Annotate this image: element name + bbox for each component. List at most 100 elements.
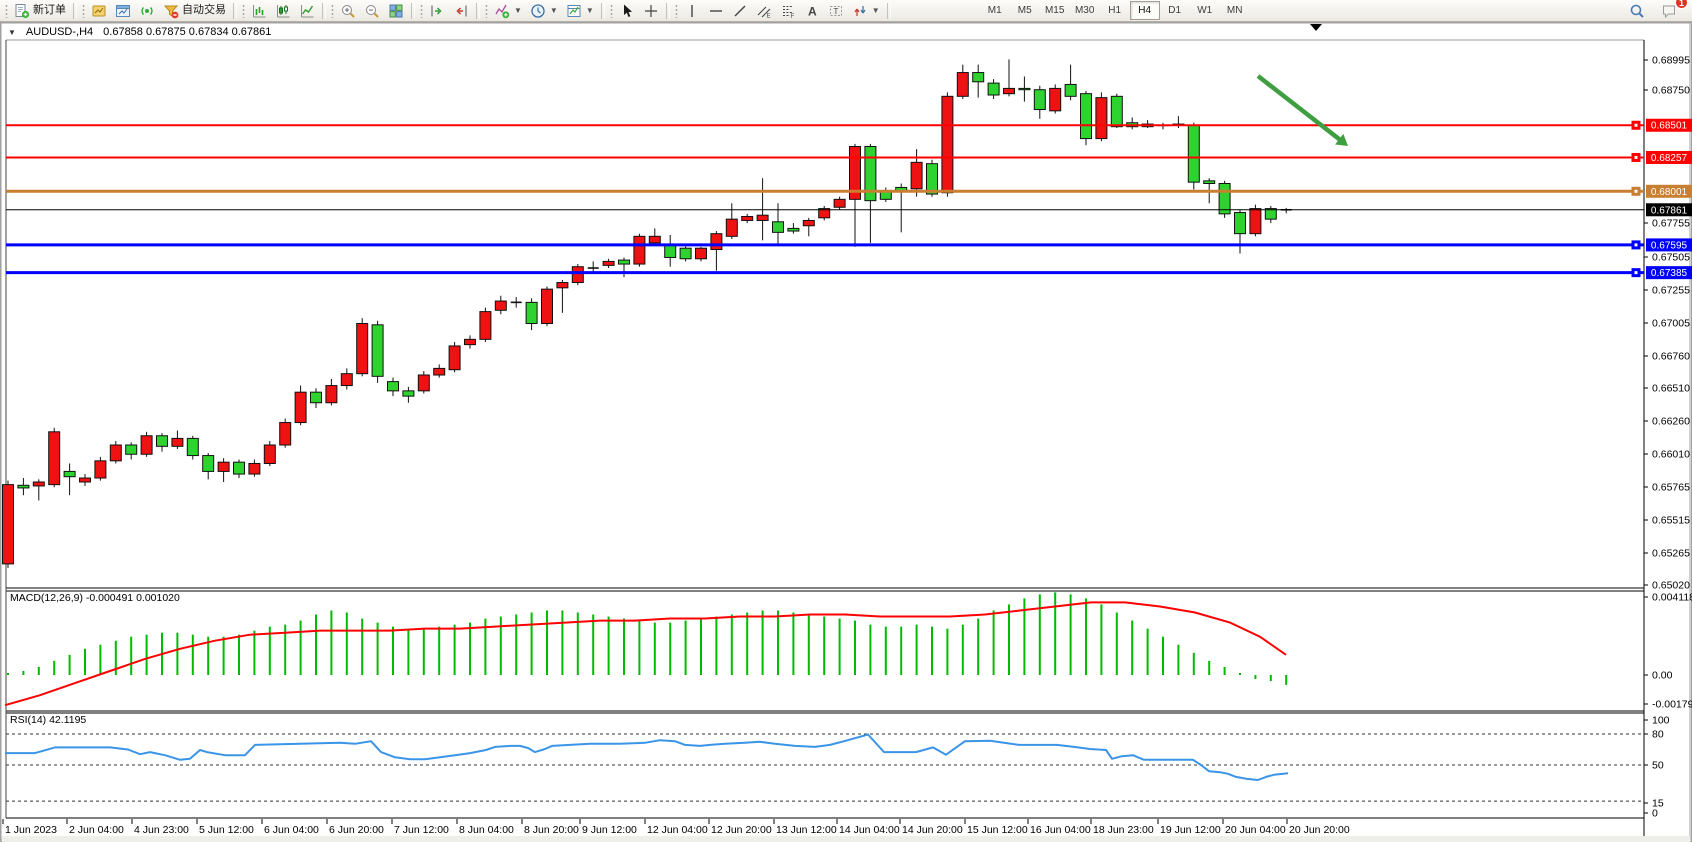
timeframe-d1[interactable]: D1 bbox=[1168, 5, 1182, 16]
price-tag-label: 0.68257 bbox=[1651, 153, 1688, 164]
candle-down bbox=[787, 227, 800, 232]
periods-button[interactable]: ▼ bbox=[526, 0, 562, 21]
price-axis-label: 0.65265 bbox=[1652, 548, 1690, 560]
candlesticks-layer[interactable] bbox=[2, 59, 1292, 568]
time-axis-label: 15 Jun 12:00 bbox=[967, 824, 1028, 836]
label-button[interactable]: T bbox=[824, 0, 848, 21]
zoom-in-button[interactable] bbox=[336, 0, 360, 21]
rsi-axis-label: 0 bbox=[1652, 808, 1658, 820]
bar-chart-button[interactable] bbox=[247, 0, 271, 21]
price-axis-label: 0.67755 bbox=[1652, 218, 1690, 230]
candle-up bbox=[849, 146, 861, 200]
price-axis-label: 0.65515 bbox=[1652, 515, 1690, 527]
price-axis-label: 0.66760 bbox=[1652, 351, 1690, 363]
timeframe-m5[interactable]: M5 bbox=[1017, 5, 1032, 16]
cursor-button[interactable] bbox=[615, 0, 639, 21]
candle-up bbox=[171, 437, 184, 447]
candle-up bbox=[79, 477, 91, 483]
candle-down bbox=[1264, 208, 1277, 220]
horizontal-level-lines[interactable] bbox=[6, 120, 1644, 278]
time-axis-label: 8 Jun 20:00 bbox=[524, 824, 579, 836]
price-tag bbox=[1646, 203, 1692, 217]
timeframe-m15[interactable]: M15 bbox=[1044, 5, 1065, 16]
time-axis-label: 18 Jun 23:00 bbox=[1093, 824, 1154, 836]
price-tag bbox=[1646, 238, 1692, 252]
candle-up bbox=[602, 260, 615, 266]
templates-button[interactable]: ▼ bbox=[562, 0, 598, 21]
trendline-button[interactable] bbox=[728, 0, 752, 21]
chevron-down-icon[interactable]: ▼ bbox=[585, 6, 594, 15]
candle-up bbox=[941, 95, 954, 194]
zoom-out-button[interactable] bbox=[360, 0, 384, 21]
notifications-button[interactable]: 1 bbox=[1657, 0, 1688, 21]
candle-up bbox=[541, 288, 553, 324]
candle-up bbox=[140, 435, 153, 455]
candle-down bbox=[972, 72, 985, 83]
candle-up bbox=[956, 72, 969, 97]
time-axis[interactable]: 1 Jun 2023 2 Jun 04:00 4 Jun 23:00 5 Jun 12… bbox=[2, 819, 1350, 836]
new-order-button[interactable]: 新订单 bbox=[10, 0, 70, 21]
toolbar-separator bbox=[411, 2, 415, 19]
candle-down bbox=[1080, 93, 1092, 140]
candle-up bbox=[48, 431, 61, 486]
time-axis-label: 13 Jun 12:00 bbox=[776, 824, 837, 836]
candle-up bbox=[756, 214, 769, 221]
candle-down bbox=[1218, 182, 1231, 215]
macd-pane: 0.004118 0.00 -0.001793 bbox=[4, 592, 1692, 711]
chevron-down-icon[interactable]: ▼ bbox=[549, 6, 558, 15]
autotrading-button[interactable]: 自动交易 bbox=[159, 0, 230, 21]
timeframe-h1[interactable]: H1 bbox=[1108, 5, 1122, 16]
chevron-down-icon[interactable]: ▼ bbox=[514, 6, 522, 15]
vline-button[interactable] bbox=[680, 0, 704, 21]
indicators-button[interactable]: ▼ bbox=[490, 0, 526, 21]
macd-signal-line bbox=[4, 601, 1287, 707]
auto-scroll-button[interactable] bbox=[425, 0, 449, 21]
toolbar-grip bbox=[485, 3, 488, 18]
timeframe-m1[interactable]: M1 bbox=[987, 5, 1002, 16]
candlestick-button[interactable] bbox=[271, 0, 295, 21]
fibonacci-button[interactable]: F bbox=[776, 0, 800, 21]
data-window-icon bbox=[116, 4, 130, 17]
timeframe-h4[interactable]: H4 bbox=[1129, 1, 1160, 20]
timeframe-w1[interactable]: W1 bbox=[1197, 5, 1213, 16]
search-button[interactable] bbox=[1625, 0, 1649, 21]
period-icon bbox=[531, 3, 545, 18]
svg-text:F: F bbox=[790, 14, 794, 19]
market-watch-button[interactable] bbox=[87, 0, 111, 21]
tile-windows-button[interactable] bbox=[384, 0, 408, 21]
rsi-pane: 100 80 50 150 bbox=[5, 715, 1670, 820]
price-tag bbox=[1646, 150, 1692, 164]
channel-button[interactable]: E bbox=[752, 0, 776, 21]
annotations[interactable] bbox=[1256, 24, 1348, 146]
candle-up bbox=[109, 444, 122, 462]
shapes-button[interactable]: ▼ bbox=[848, 0, 884, 21]
candle-up bbox=[433, 367, 446, 376]
time-axis-label: 1 Jun 2023 bbox=[5, 824, 57, 836]
text-button[interactable]: A bbox=[800, 0, 824, 21]
crosshair-button[interactable] bbox=[639, 0, 663, 21]
candle-up bbox=[325, 385, 338, 404]
timeframe-m30[interactable]: M30 bbox=[1074, 5, 1095, 16]
chart-shift-marker[interactable] bbox=[1310, 24, 1322, 31]
signals-button[interactable] bbox=[135, 0, 159, 21]
data-window-button[interactable] bbox=[111, 0, 135, 21]
candle-down bbox=[1064, 83, 1077, 97]
candle-up bbox=[741, 216, 754, 221]
trend-arrow-annotation[interactable] bbox=[1256, 74, 1344, 143]
rsi-axis-label: 100 bbox=[1652, 715, 1670, 727]
crosshair-icon bbox=[644, 4, 657, 17]
notifications-icon bbox=[1663, 5, 1675, 18]
chart-collapse-arrow-icon[interactable]: ▼ bbox=[8, 27, 16, 37]
timeframe-mn[interactable]: MN bbox=[1226, 5, 1243, 16]
timeframe-toolbar: M1 M5 M15 M30 H1 H4 D1 W1 MN bbox=[980, 1, 1250, 20]
rsi-axis-label: 50 bbox=[1652, 760, 1664, 772]
chevron-down-icon[interactable]: ▼ bbox=[871, 6, 880, 15]
price-axis-label: 0.66510 bbox=[1652, 383, 1690, 395]
svg-text:T: T bbox=[833, 7, 838, 16]
line-chart-button[interactable] bbox=[295, 0, 319, 21]
chart-shift-button[interactable] bbox=[449, 0, 473, 21]
auto-scroll-icon bbox=[431, 5, 442, 16]
hline-button[interactable] bbox=[704, 0, 728, 21]
candle-down bbox=[125, 444, 138, 455]
